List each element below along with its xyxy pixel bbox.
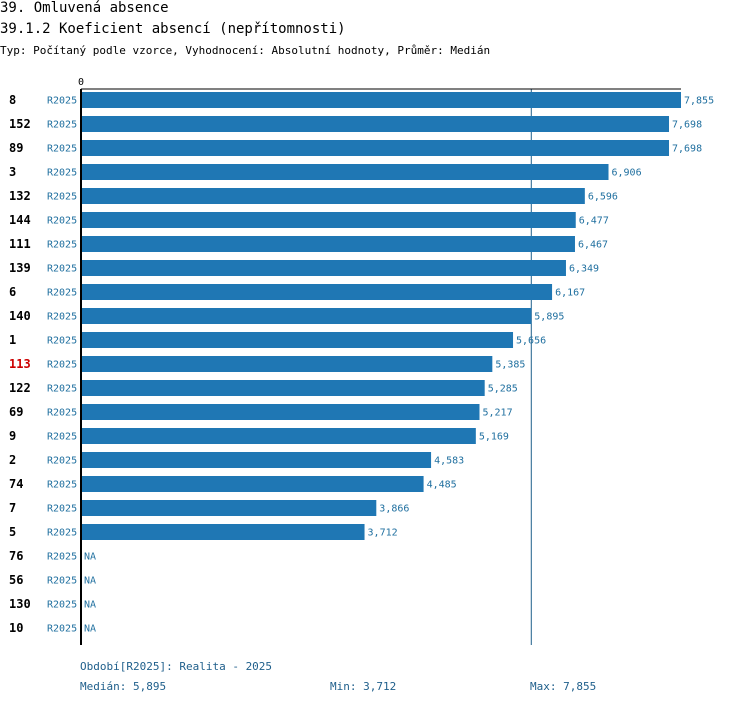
row-series-label: R2025 (47, 336, 77, 347)
bar-value-label: 6,167 (555, 288, 585, 299)
row-id-label: 89 (9, 141, 23, 155)
bar-value-label: 7,698 (672, 144, 702, 155)
row-series-label: R2025 (47, 624, 77, 635)
bar-value-label: 6,477 (579, 216, 609, 227)
bar (81, 452, 432, 468)
row-id-label: 122 (9, 381, 31, 395)
chart-subtitle: 39.1.2 Koeficient absencí (nepřítomnosti… (0, 21, 346, 37)
row-id-label: 130 (9, 597, 31, 611)
row-id-label: 1 (9, 333, 16, 347)
bar-value-label: 7,698 (672, 120, 702, 131)
bar (81, 380, 485, 396)
row-series-label: R2025 (47, 144, 77, 155)
row-id-label: 10 (9, 621, 23, 635)
row-id-label: 5 (9, 525, 16, 539)
row-series-label: R2025 (47, 528, 77, 539)
row-series-label: R2025 (47, 480, 77, 491)
row-series-label: R2025 (47, 456, 77, 467)
row-id-label: 8 (9, 93, 16, 107)
bar-value-label: 4,485 (427, 480, 457, 491)
bar (81, 140, 670, 156)
row-id-label: 140 (9, 309, 31, 323)
bar-value-label: 5,895 (534, 312, 564, 323)
row-series-label: R2025 (47, 192, 77, 203)
axis-zero-label: 0 (78, 77, 84, 88)
row-series-label: R2025 (47, 432, 77, 443)
row-id-label: 144 (9, 213, 31, 227)
row-series-label: R2025 (47, 120, 77, 131)
bar (81, 308, 532, 324)
row-id-label: 7 (9, 501, 16, 515)
bar (81, 92, 681, 108)
bar (81, 404, 480, 420)
bar-value-label: 7,855 (684, 96, 714, 107)
row-series-label: R2025 (47, 96, 77, 107)
bar (81, 164, 609, 180)
bar-value-label: 5,385 (495, 360, 525, 371)
bar-value-label: 6,906 (612, 168, 642, 179)
row-series-label: R2025 (47, 504, 77, 515)
row-id-label: 3 (9, 165, 16, 179)
bar-value-label: 6,467 (578, 240, 608, 251)
bar-value-label: 6,349 (569, 264, 599, 275)
bar-value-label: 5,285 (488, 384, 518, 395)
row-id-label: 6 (9, 285, 16, 299)
footer-max: Max: 7,855 (530, 680, 597, 693)
bar-value-label: 4,583 (434, 456, 464, 467)
row-id-label: 2 (9, 453, 16, 467)
bar (81, 356, 493, 372)
footer-min: Min: 3,712 (330, 680, 397, 693)
bar-value-label: NA (84, 600, 96, 611)
row-series-label: R2025 (47, 288, 77, 299)
row-series-label: R2025 (47, 408, 77, 419)
footer-median: Medián: 5,895 (80, 680, 167, 693)
row-series-label: R2025 (47, 384, 77, 395)
row-id-label: 113 (9, 357, 31, 371)
bar (81, 236, 575, 252)
row-series-label: R2025 (47, 576, 77, 587)
footer-period: Období[R2025]: Realita - 2025 (80, 660, 273, 673)
row-series-label: R2025 (47, 600, 77, 611)
bar-value-label: NA (84, 576, 96, 587)
row-id-label: 152 (9, 117, 31, 131)
bar-value-label: 5,217 (482, 408, 512, 419)
row-id-label: 139 (9, 261, 31, 275)
row-series-label: R2025 (47, 240, 77, 251)
bar-value-label: 3,712 (368, 528, 398, 539)
chart-info: Typ: Počítaný podle vzorce, Vyhodnocení:… (0, 44, 491, 57)
bar (81, 428, 476, 444)
bar (81, 476, 424, 492)
row-id-label: 9 (9, 429, 16, 443)
row-series-label: R2025 (47, 360, 77, 371)
bar-value-label: 5,169 (479, 432, 509, 443)
row-series-label: R2025 (47, 312, 77, 323)
row-id-label: 74 (9, 477, 23, 491)
bar-value-label: 5,656 (516, 336, 546, 347)
page-title: 39. Omluvená absence (0, 0, 169, 16)
row-id-label: 76 (9, 549, 23, 563)
row-id-label: 111 (9, 237, 31, 251)
bar (81, 524, 365, 540)
row-id-label: 132 (9, 189, 31, 203)
row-series-label: R2025 (47, 168, 77, 179)
bar (81, 116, 670, 132)
row-id-label: 69 (9, 405, 23, 419)
bar-value-label: NA (84, 552, 96, 563)
bar-value-label: NA (84, 624, 96, 635)
row-series-label: R2025 (47, 552, 77, 563)
bar (81, 500, 377, 516)
row-series-label: R2025 (47, 264, 77, 275)
bar-value-label: 6,596 (588, 192, 618, 203)
row-series-label: R2025 (47, 216, 77, 227)
bar (81, 212, 576, 228)
bar (81, 284, 553, 300)
bar (81, 260, 566, 276)
bar (81, 188, 585, 204)
bar (81, 332, 514, 348)
row-id-label: 56 (9, 573, 23, 587)
bar-value-label: 3,866 (379, 504, 409, 515)
